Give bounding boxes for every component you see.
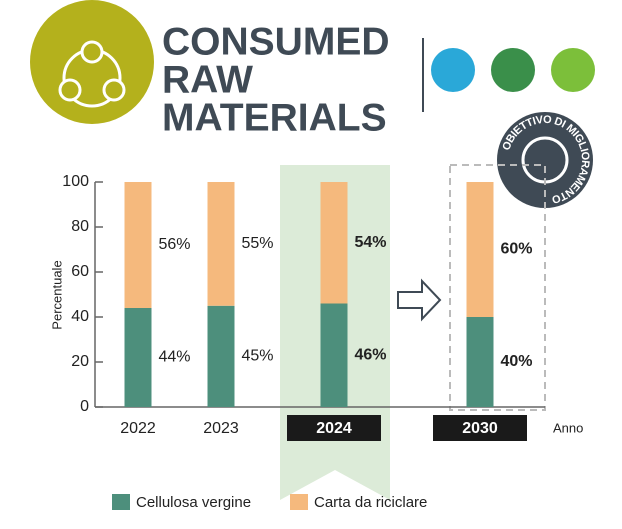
value-label: 60% (501, 241, 533, 258)
y-tick-label: 80 (71, 218, 89, 235)
arrow (397, 278, 442, 322)
x-tick-label: 2022 (120, 420, 156, 437)
value-label: 45% (242, 348, 274, 365)
badge (497, 112, 593, 208)
x-axis-label: Anno (553, 420, 583, 435)
x-tick-label: 2023 (203, 420, 239, 437)
target-box (449, 164, 546, 411)
y-axis-label: Percentuale (49, 260, 64, 329)
value-label: 54% (355, 234, 387, 251)
x-label-box (287, 415, 381, 441)
x-label-box (433, 415, 527, 441)
legend-swatch (112, 494, 130, 510)
title: CONSUMED RAW MATERIALS (162, 20, 390, 139)
sdg-icon (551, 48, 595, 92)
y-tick-label: 0 (80, 398, 89, 415)
bar-segment (466, 317, 494, 407)
y-tick-label: 40 (71, 308, 89, 325)
value-label: 55% (242, 235, 274, 252)
y-tick-label: 20 (71, 353, 89, 370)
bar-segment (320, 182, 348, 304)
y-tick-label: 100 (62, 173, 89, 190)
y-tick-label: 60 (71, 263, 89, 280)
value-label: 44% (159, 349, 191, 366)
bar-segment (320, 303, 348, 407)
title-line: CONSUMED (162, 20, 390, 63)
bar-segment (207, 182, 235, 306)
x-tick-label: 2030 (462, 420, 498, 437)
legend-label: Cellulosa vergine (136, 494, 251, 511)
legend-swatch (290, 494, 308, 510)
title-line: MATERIALS (162, 96, 387, 139)
bar-segment (124, 308, 152, 407)
legend-label: Carta da riciclare (314, 494, 427, 511)
x-tick-label: 2024 (316, 420, 352, 437)
value-label: 56% (159, 236, 191, 253)
bar-segment (124, 182, 152, 308)
bar-segment (466, 182, 494, 317)
value-label: 46% (355, 346, 387, 363)
bar-segment (207, 305, 235, 407)
sdg-icon (431, 48, 475, 92)
header-icon (58, 40, 126, 108)
sdg-icon (491, 48, 535, 92)
title-line: RAW (162, 58, 253, 101)
value-label: 40% (501, 353, 533, 370)
